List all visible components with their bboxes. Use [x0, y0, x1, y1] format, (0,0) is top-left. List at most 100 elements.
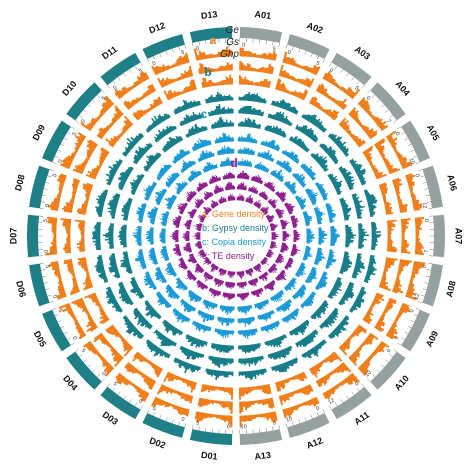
density-histogram: [270, 290, 285, 303]
density-histogram: [144, 300, 162, 320]
density-histogram: [210, 116, 234, 129]
chromosome-label-a07: A07: [454, 228, 464, 245]
tick-mark: [75, 120, 79, 123]
density-histogram: [271, 232, 280, 240]
density-histogram: [325, 203, 336, 223]
tick-mark: [140, 62, 143, 67]
density-histogram: [213, 278, 224, 287]
density-histogram: [175, 277, 188, 291]
density-histogram: [245, 268, 254, 278]
density-histogram: [264, 334, 288, 348]
tick-mark: [381, 364, 385, 368]
density-histogram: [271, 99, 299, 115]
density-histogram: [156, 164, 172, 181]
tick-label: 0: [45, 203, 51, 207]
density-histogram: [63, 259, 80, 296]
density-histogram: [284, 202, 295, 215]
track-baseline: [125, 135, 145, 157]
track-baseline: [206, 209, 212, 216]
tick-mark: [178, 421, 180, 426]
density-histogram: [121, 197, 133, 221]
track-baseline: [362, 292, 378, 321]
density-histogram: [364, 189, 378, 218]
density-histogram: [238, 368, 267, 381]
density-histogram: [164, 194, 177, 210]
density-histogram: [72, 139, 98, 175]
chromosome-band-a04: [370, 82, 406, 121]
density-histogram: [197, 150, 215, 162]
tick-mark: [67, 337, 71, 340]
tick-mark: [40, 201, 45, 203]
density-histogram: [158, 228, 166, 244]
tick-mark: [278, 425, 280, 430]
tick-mark: [45, 181, 50, 184]
density-histogram: [327, 276, 343, 300]
tick-label: 5: [52, 173, 59, 178]
density-histogram: [96, 105, 124, 140]
density-histogram: [105, 159, 123, 186]
chromosome-band-d02: [142, 413, 185, 438]
tick-mark: [117, 391, 121, 396]
tick-label: 0: [227, 424, 230, 430]
tick-label: 5: [43, 219, 49, 223]
density-histogram: [151, 52, 190, 76]
density-histogram: [154, 188, 167, 206]
track-baseline: [345, 224, 347, 248]
tick-mark: [298, 419, 301, 424]
tick-mark: [265, 40, 267, 45]
density-histogram: [154, 266, 167, 284]
chromosome-band-d09: [42, 120, 71, 163]
density-histogram: [177, 202, 188, 215]
density-histogram: [117, 166, 134, 191]
density-histogram: [339, 251, 353, 275]
tick-mark: [371, 94, 376, 98]
tick-mark: [340, 69, 344, 73]
tick-label: 0: [71, 335, 78, 341]
density-histogram: [161, 135, 184, 153]
density-histogram: [172, 149, 191, 164]
tick-mark: [107, 383, 111, 387]
tick-label: 0: [386, 348, 393, 354]
chromosome-label-d02: D02: [148, 435, 167, 450]
tick-mark: [178, 46, 180, 51]
tick-mark: [40, 269, 45, 271]
tick-mark: [165, 50, 168, 55]
density-histogram: [280, 219, 290, 230]
density-histogram: [295, 262, 307, 278]
density-histogram: [218, 268, 227, 277]
tick-mark: [285, 423, 288, 428]
chromosome-band-d13: [189, 27, 233, 43]
tick-mark: [147, 409, 150, 414]
density-histogram: [387, 219, 398, 253]
tick-label: 5: [80, 348, 87, 354]
tick-label: 7: [424, 250, 430, 254]
density-histogram: [80, 95, 115, 131]
tick-label: 12: [421, 202, 428, 209]
density-histogram: [186, 269, 197, 282]
density-histogram: [203, 257, 212, 266]
density-histogram: [322, 372, 361, 400]
tick-mark: [367, 378, 371, 382]
track-letter-b: b: [204, 65, 211, 79]
density-histogram: [237, 292, 250, 302]
density-histogram: [301, 114, 328, 133]
density-histogram: [132, 142, 153, 165]
density-histogram: [130, 276, 145, 299]
tick-label: 5: [181, 50, 186, 57]
tick-mark: [404, 137, 409, 141]
density-histogram: [362, 145, 388, 180]
tick-mark: [407, 143, 412, 147]
density-histogram: [364, 254, 377, 284]
density-histogram: [173, 357, 201, 374]
tick-label: 5: [353, 85, 359, 92]
density-histogram: [193, 46, 233, 61]
density-histogram: [178, 257, 188, 270]
density-histogram: [122, 132, 144, 157]
density-histogram: [145, 227, 154, 245]
tick-mark: [128, 69, 132, 73]
density-histogram: [143, 152, 162, 172]
tick-mark: [371, 374, 376, 378]
tick-label: 5: [112, 381, 118, 388]
chromosome-label-d04: D04: [61, 373, 79, 392]
density-histogram: [348, 332, 379, 366]
